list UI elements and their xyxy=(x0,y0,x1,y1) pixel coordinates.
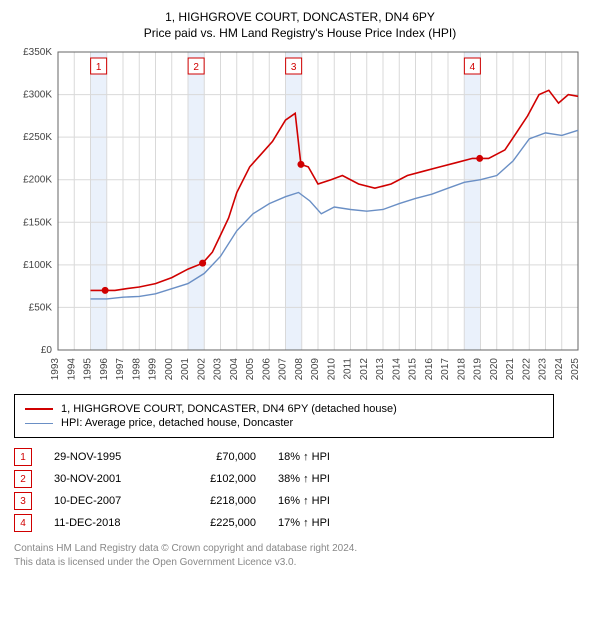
svg-text:4: 4 xyxy=(470,62,476,73)
svg-text:2020: 2020 xyxy=(489,358,500,381)
footer-line-2: This data is licensed under the Open Gov… xyxy=(14,556,586,570)
svg-text:2021: 2021 xyxy=(505,358,516,381)
svg-text:2011: 2011 xyxy=(343,358,354,380)
event-row: 3 10-DEC-2007 £218,000 16% ↑ HPI xyxy=(14,492,586,510)
event-row: 1 29-NOV-1995 £70,000 18% ↑ HPI xyxy=(14,448,586,466)
legend-item: HPI: Average price, detached house, Donc… xyxy=(25,417,543,429)
svg-text:2013: 2013 xyxy=(375,358,386,381)
svg-text:2007: 2007 xyxy=(278,358,289,381)
svg-text:1: 1 xyxy=(96,62,102,73)
event-row: 2 30-NOV-2001 £102,000 38% ↑ HPI xyxy=(14,470,586,488)
svg-text:2014: 2014 xyxy=(391,358,402,381)
chart-container: 1, HIGHGROVE COURT, DONCASTER, DN4 6PY P… xyxy=(0,0,600,578)
legend-label: 1, HIGHGROVE COURT, DONCASTER, DN4 6PY (… xyxy=(61,403,397,415)
svg-text:2015: 2015 xyxy=(408,358,419,381)
svg-text:2010: 2010 xyxy=(326,358,337,381)
event-badge: 1 xyxy=(14,448,32,466)
svg-text:1993: 1993 xyxy=(50,358,61,381)
chart-subtitle: Price paid vs. HM Land Registry's House … xyxy=(14,26,586,40)
event-badge: 3 xyxy=(14,492,32,510)
svg-text:2004: 2004 xyxy=(229,358,240,381)
svg-text:2: 2 xyxy=(193,62,199,73)
svg-text:£350K: £350K xyxy=(23,47,52,58)
svg-text:2017: 2017 xyxy=(440,358,451,381)
svg-text:£50K: £50K xyxy=(29,302,53,313)
footer-line-1: Contains HM Land Registry data © Crown c… xyxy=(14,542,586,556)
svg-text:1997: 1997 xyxy=(115,358,126,381)
chart-plot: £0 £50K £100K £150K £200K £250K £300K £350K 1993… xyxy=(14,46,584,386)
svg-text:£200K: £200K xyxy=(23,175,52,186)
svg-text:2019: 2019 xyxy=(473,358,484,381)
svg-text:1995: 1995 xyxy=(83,358,94,381)
footer: Contains HM Land Registry data © Crown c… xyxy=(14,542,586,570)
svg-text:2005: 2005 xyxy=(245,358,256,381)
event-price: £218,000 xyxy=(176,495,256,507)
event-badge: 4 xyxy=(14,514,32,532)
svg-text:2008: 2008 xyxy=(294,358,305,381)
svg-text:2024: 2024 xyxy=(554,358,565,381)
event-pct: 38% ↑ HPI xyxy=(278,473,358,485)
svg-text:2009: 2009 xyxy=(310,358,321,381)
event-date: 30-NOV-2001 xyxy=(54,473,154,485)
legend-swatch xyxy=(25,423,53,424)
svg-text:2000: 2000 xyxy=(164,358,175,381)
legend: 1, HIGHGROVE COURT, DONCASTER, DN4 6PY (… xyxy=(14,394,554,438)
svg-text:1999: 1999 xyxy=(148,358,159,381)
svg-text:2023: 2023 xyxy=(538,358,549,381)
svg-text:1998: 1998 xyxy=(131,358,142,381)
event-date: 11-DEC-2018 xyxy=(54,517,154,529)
event-badge: 2 xyxy=(14,470,32,488)
svg-text:3: 3 xyxy=(291,62,297,73)
svg-text:2018: 2018 xyxy=(456,358,467,381)
svg-text:1996: 1996 xyxy=(99,358,110,381)
chart-title: 1, HIGHGROVE COURT, DONCASTER, DN4 6PY xyxy=(14,10,586,24)
svg-text:£250K: £250K xyxy=(23,132,52,143)
event-price: £225,000 xyxy=(176,517,256,529)
svg-text:£100K: £100K xyxy=(23,260,52,271)
event-pct: 16% ↑ HPI xyxy=(278,495,358,507)
event-pct: 17% ↑ HPI xyxy=(278,517,358,529)
event-date: 29-NOV-1995 xyxy=(54,451,154,463)
svg-text:£300K: £300K xyxy=(23,90,52,101)
svg-text:2003: 2003 xyxy=(213,358,224,381)
chart-svg: £0 £50K £100K £150K £200K £250K £300K £350K 1993… xyxy=(14,46,584,386)
event-price: £102,000 xyxy=(176,473,256,485)
events-table: 1 29-NOV-1995 £70,000 18% ↑ HPI 2 30-NOV-2001… xyxy=(14,448,586,532)
legend-swatch xyxy=(25,408,53,410)
svg-text:£0: £0 xyxy=(41,345,53,356)
svg-text:2012: 2012 xyxy=(359,358,370,381)
svg-text:2001: 2001 xyxy=(180,358,191,381)
legend-item: 1, HIGHGROVE COURT, DONCASTER, DN4 6PY (… xyxy=(25,403,543,415)
event-pct: 18% ↑ HPI xyxy=(278,451,358,463)
svg-text:2002: 2002 xyxy=(196,358,207,381)
legend-label: HPI: Average price, detached house, Donc… xyxy=(61,417,293,429)
svg-text:2006: 2006 xyxy=(261,358,272,381)
svg-text:2022: 2022 xyxy=(521,358,532,381)
event-date: 10-DEC-2007 xyxy=(54,495,154,507)
svg-text:1994: 1994 xyxy=(66,358,77,381)
svg-text:£150K: £150K xyxy=(23,217,52,228)
svg-text:2016: 2016 xyxy=(424,358,435,381)
event-price: £70,000 xyxy=(176,451,256,463)
svg-text:2025: 2025 xyxy=(570,358,581,381)
event-row: 4 11-DEC-2018 £225,000 17% ↑ HPI xyxy=(14,514,586,532)
